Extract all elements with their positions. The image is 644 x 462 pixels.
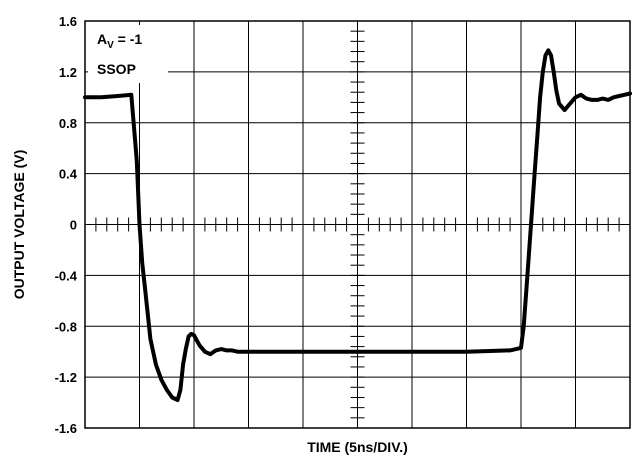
annotation-background (88, 25, 168, 83)
y-tick-label: -0.8 (55, 319, 77, 334)
package-annotation: SSOP (97, 61, 136, 77)
gain-annotation: AV = -1 (97, 31, 142, 51)
y-tick-label: -1.6 (55, 421, 77, 436)
y-tick-labels: 1.6 1.2 0.8 0.4 0 -0.4 -0.8 -1.2 -1.6 (55, 14, 78, 436)
y-tick-label: 1.6 (59, 14, 77, 29)
series-line (83, 48, 632, 402)
center-axis-ticks (84, 20, 631, 429)
y-tick-label: -1.2 (55, 370, 77, 385)
series-group (83, 48, 632, 402)
y-tick-label: 0.4 (59, 167, 78, 182)
y-tick-label: 0 (70, 218, 77, 233)
y-tick-label: 1.2 (59, 65, 77, 80)
y-tick-label: 0.8 (59, 116, 77, 131)
y-axis-label: OUTPUT VOLTAGE (V) (11, 150, 27, 300)
y-tick-label: -0.4 (55, 268, 78, 283)
x-axis-label: TIME (5ns/DIV.) (307, 439, 408, 455)
